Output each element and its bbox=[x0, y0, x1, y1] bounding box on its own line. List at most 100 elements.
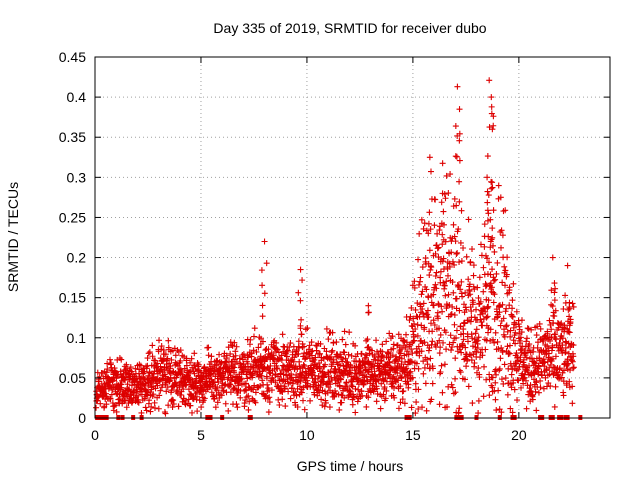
data-point bbox=[440, 255, 447, 262]
data-point bbox=[172, 352, 179, 359]
data-point bbox=[291, 354, 298, 361]
data-point bbox=[536, 320, 543, 327]
data-point bbox=[428, 396, 435, 403]
data-point bbox=[458, 258, 465, 265]
data-point bbox=[115, 396, 122, 403]
data-point bbox=[223, 355, 230, 362]
data-point bbox=[124, 387, 131, 394]
data-point bbox=[489, 242, 496, 249]
data-point bbox=[535, 369, 542, 376]
data-point bbox=[429, 380, 436, 387]
data-point bbox=[558, 320, 565, 327]
data-point bbox=[439, 241, 446, 248]
data-point bbox=[543, 366, 550, 373]
data-point bbox=[266, 399, 273, 406]
data-point bbox=[306, 342, 313, 349]
data-point bbox=[144, 355, 151, 362]
data-point bbox=[409, 374, 416, 381]
data-point bbox=[498, 227, 505, 234]
data-point bbox=[227, 350, 234, 357]
data-point bbox=[566, 378, 573, 385]
data-point bbox=[489, 126, 496, 133]
data-point bbox=[443, 278, 450, 285]
data-point bbox=[438, 199, 445, 206]
x-tick-label: 15 bbox=[405, 427, 421, 443]
data-point bbox=[469, 246, 476, 253]
data-point bbox=[570, 364, 577, 371]
data-point bbox=[187, 402, 194, 409]
data-point bbox=[423, 356, 430, 363]
y-tick-label: 0.45 bbox=[59, 49, 86, 65]
data-point bbox=[446, 263, 453, 270]
data-point bbox=[447, 171, 454, 178]
data-point bbox=[245, 392, 252, 399]
y-tick-label: 0.25 bbox=[59, 209, 86, 225]
data-point bbox=[245, 406, 252, 413]
data-point bbox=[110, 377, 117, 384]
data-point bbox=[494, 314, 501, 321]
data-point bbox=[348, 382, 355, 389]
data-point bbox=[399, 345, 406, 352]
data-point bbox=[246, 398, 253, 405]
data-point bbox=[107, 360, 114, 367]
data-point bbox=[337, 351, 344, 358]
data-point bbox=[531, 359, 538, 366]
y-tick-label: 0 bbox=[78, 410, 86, 426]
data-point bbox=[123, 404, 130, 411]
data-point bbox=[298, 331, 305, 338]
data-point bbox=[489, 184, 496, 191]
data-point bbox=[503, 271, 510, 278]
data-point bbox=[452, 153, 459, 160]
data-point bbox=[484, 255, 491, 262]
data-point bbox=[481, 363, 488, 370]
data-point bbox=[163, 388, 170, 395]
data-point bbox=[150, 391, 157, 398]
data-point bbox=[481, 221, 488, 228]
data-point bbox=[255, 344, 262, 351]
data-point bbox=[325, 336, 332, 343]
data-point bbox=[241, 400, 248, 407]
data-point bbox=[452, 375, 459, 382]
data-point bbox=[395, 358, 402, 365]
data-point bbox=[424, 361, 431, 368]
data-point bbox=[403, 365, 410, 372]
data-point bbox=[458, 207, 465, 214]
data-point bbox=[323, 348, 330, 355]
data-point bbox=[256, 368, 263, 375]
data-point bbox=[250, 386, 257, 393]
data-point bbox=[484, 271, 491, 278]
data-point bbox=[267, 362, 274, 369]
data-point bbox=[96, 373, 103, 380]
data-point bbox=[502, 267, 509, 274]
data-point bbox=[194, 408, 201, 415]
data-point bbox=[462, 289, 469, 296]
data-point bbox=[106, 356, 113, 363]
data-point bbox=[504, 254, 511, 261]
data-point bbox=[493, 270, 500, 277]
data-point bbox=[447, 332, 454, 339]
data-point bbox=[411, 278, 418, 285]
data-point bbox=[297, 378, 304, 385]
data-point bbox=[355, 386, 362, 393]
data-point bbox=[453, 295, 460, 302]
data-point bbox=[566, 329, 573, 336]
data-point bbox=[411, 284, 418, 291]
y-tick-label: 0.2 bbox=[67, 250, 87, 266]
data-point bbox=[357, 368, 364, 375]
data-point bbox=[456, 178, 463, 185]
data-point bbox=[407, 358, 414, 365]
data-point bbox=[540, 385, 547, 392]
data-point bbox=[467, 291, 474, 298]
data-point bbox=[436, 337, 443, 344]
data-point bbox=[216, 351, 223, 358]
data-point bbox=[167, 374, 174, 381]
data-point bbox=[452, 389, 459, 396]
data-point bbox=[349, 401, 356, 408]
data-point bbox=[379, 352, 386, 359]
data-point bbox=[487, 244, 494, 251]
data-point bbox=[261, 238, 268, 245]
data-point bbox=[160, 356, 167, 363]
data-point bbox=[493, 371, 500, 378]
data-point bbox=[157, 387, 164, 394]
data-point bbox=[474, 284, 481, 291]
